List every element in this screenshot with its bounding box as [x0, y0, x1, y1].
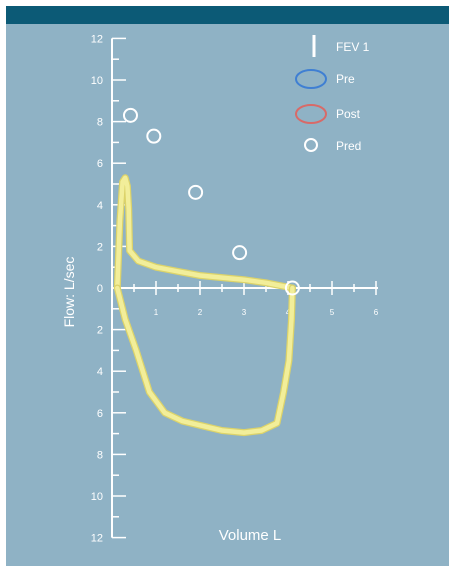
y-tick-label: 6: [97, 158, 103, 170]
flow-volume-loop: [113, 174, 296, 437]
pred-point: [232, 245, 248, 261]
x-tick-label: 1: [154, 308, 159, 317]
y-tick-label: 2: [97, 325, 103, 337]
pred-circle-icon: [304, 138, 318, 152]
legend-label-pred: Pred: [336, 139, 361, 153]
pred-point: [122, 107, 138, 123]
y-tick-label: 10: [91, 75, 103, 87]
y-tick-label: 8: [97, 117, 103, 129]
pred-point: [188, 184, 204, 200]
post-ellipse-icon: [295, 104, 327, 124]
pred-point: [284, 280, 300, 296]
y-tick-label: 12: [91, 533, 103, 545]
plot-background: [6, 6, 449, 566]
y-tick-label: 8: [97, 449, 103, 461]
y-tick-label: 12: [91, 33, 103, 45]
y-tick-label: 2: [97, 241, 103, 253]
loop-expiratory-curve: [115, 175, 295, 291]
x-tick-label: 5: [330, 308, 335, 317]
legend-label-fev1: FEV 1: [336, 40, 370, 54]
legend: FEV 1 Pre Post Pred: [295, 35, 370, 153]
legend-label-pre: Pre: [336, 72, 355, 86]
pred-point: [146, 128, 162, 144]
y-tick-label: 0: [97, 283, 103, 295]
header-band: [6, 6, 449, 24]
x-axis-label: Volume L: [219, 527, 282, 544]
y-tick-label: 6: [97, 408, 103, 420]
pred-points: [122, 107, 300, 296]
pre-ellipse-icon: [295, 69, 327, 89]
x-tick-label: 2: [198, 308, 203, 317]
y-tick-label: 4: [97, 366, 103, 378]
x-tick-label: 3: [242, 308, 247, 317]
legend-label-post: Post: [336, 107, 361, 121]
y-axis-label: Flow: L/sec: [61, 257, 77, 328]
loop-inspiratory-curve: [115, 285, 295, 435]
x-tick-label: 6: [374, 308, 379, 317]
y-tick-label: 10: [91, 491, 103, 503]
y-tick-label: 4: [97, 200, 103, 212]
